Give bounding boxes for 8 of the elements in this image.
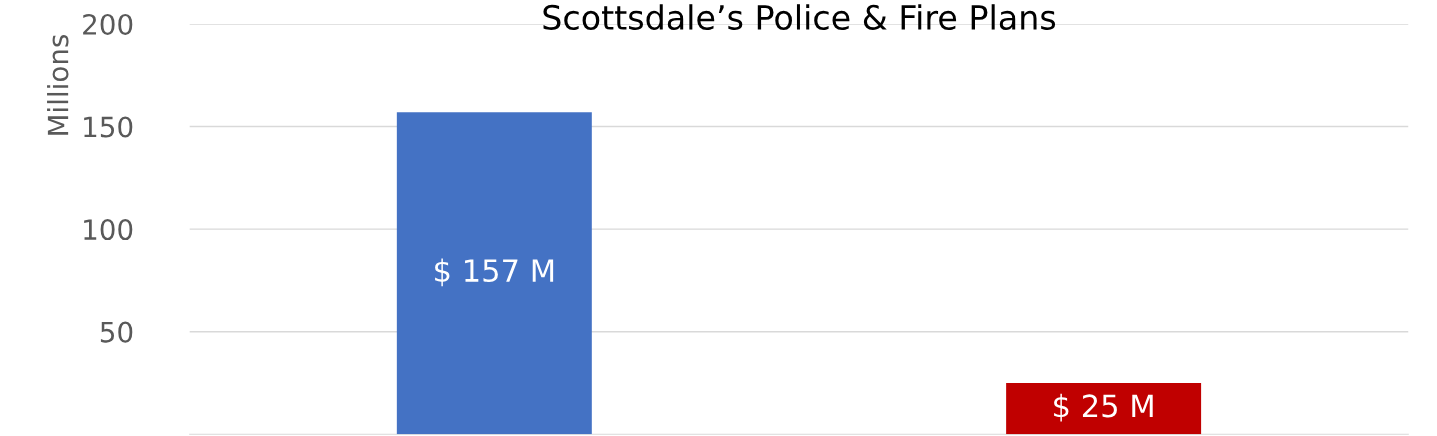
chart-title: Scottsdale’s Police & Fire Plans bbox=[543, 4, 1056, 31]
data-label: $ 25 M bbox=[1054, 393, 1153, 422]
y-tick-label: 50 bbox=[100, 321, 133, 343]
y-axis-title: Millions bbox=[47, 34, 69, 135]
y-tick-label: 100 bbox=[84, 219, 133, 241]
y-tick-label: 200 bbox=[83, 13, 133, 35]
y-tick-label: 150 bbox=[84, 116, 133, 138]
data-label: $ 157 M bbox=[435, 258, 554, 287]
